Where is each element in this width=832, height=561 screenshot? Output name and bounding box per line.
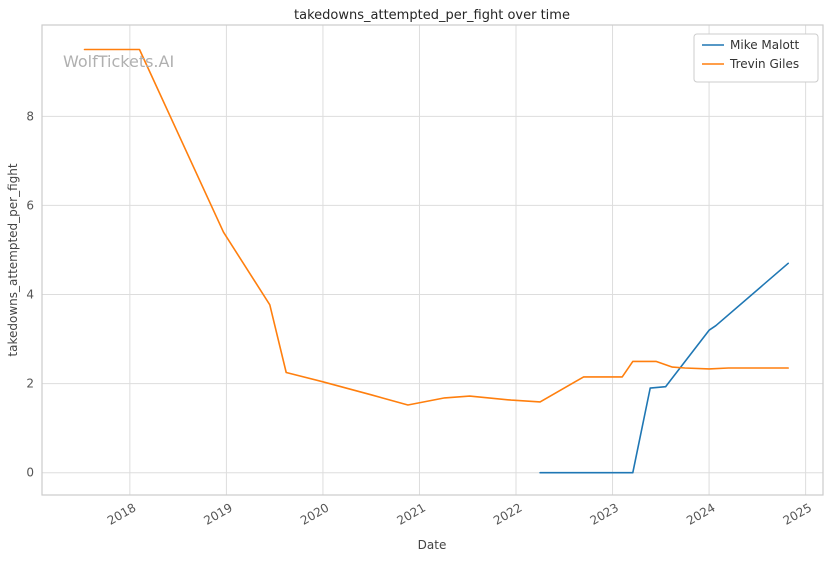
- x-tick-label: 2019: [201, 500, 234, 527]
- legend-box: [693, 33, 819, 83]
- axis-ticks: 2018 2019 2020 2021 2022 2023 2024 2025 0 2 4 6 8: [26, 109, 814, 528]
- y-axis-label: takedowns_attempted_per_fight: [6, 163, 20, 356]
- y-tick-label: 6: [26, 198, 34, 212]
- y-tick-label: 8: [26, 109, 34, 123]
- series-line-1: [83, 48, 790, 406]
- legend: Mike Malott Trevin Giles: [693, 33, 819, 83]
- x-tick-label: 2024: [684, 500, 717, 527]
- x-tick-label: 2018: [105, 500, 138, 527]
- legend-label-1: Trevin Giles: [729, 57, 799, 71]
- x-tick-label: 2020: [298, 500, 331, 527]
- x-axis-label: Date: [418, 538, 447, 552]
- plot-border: [41, 24, 824, 496]
- series-line-0: [539, 262, 790, 474]
- x-tick-label: 2021: [395, 500, 428, 527]
- x-tick-label: 2023: [588, 500, 621, 527]
- legend-label-0: Mike Malott: [730, 38, 799, 52]
- watermark: WolfTickets.AI: [63, 52, 174, 71]
- y-tick-label: 2: [26, 377, 34, 391]
- x-tick-label: 2025: [781, 500, 814, 527]
- series-lines: [83, 48, 790, 474]
- chart-title: takedowns_attempted_per_fight over time: [294, 8, 570, 23]
- y-tick-label: 4: [26, 288, 34, 302]
- grid-lines: [41, 24, 824, 496]
- y-tick-label: 0: [26, 466, 34, 480]
- x-tick-label: 2022: [491, 500, 524, 527]
